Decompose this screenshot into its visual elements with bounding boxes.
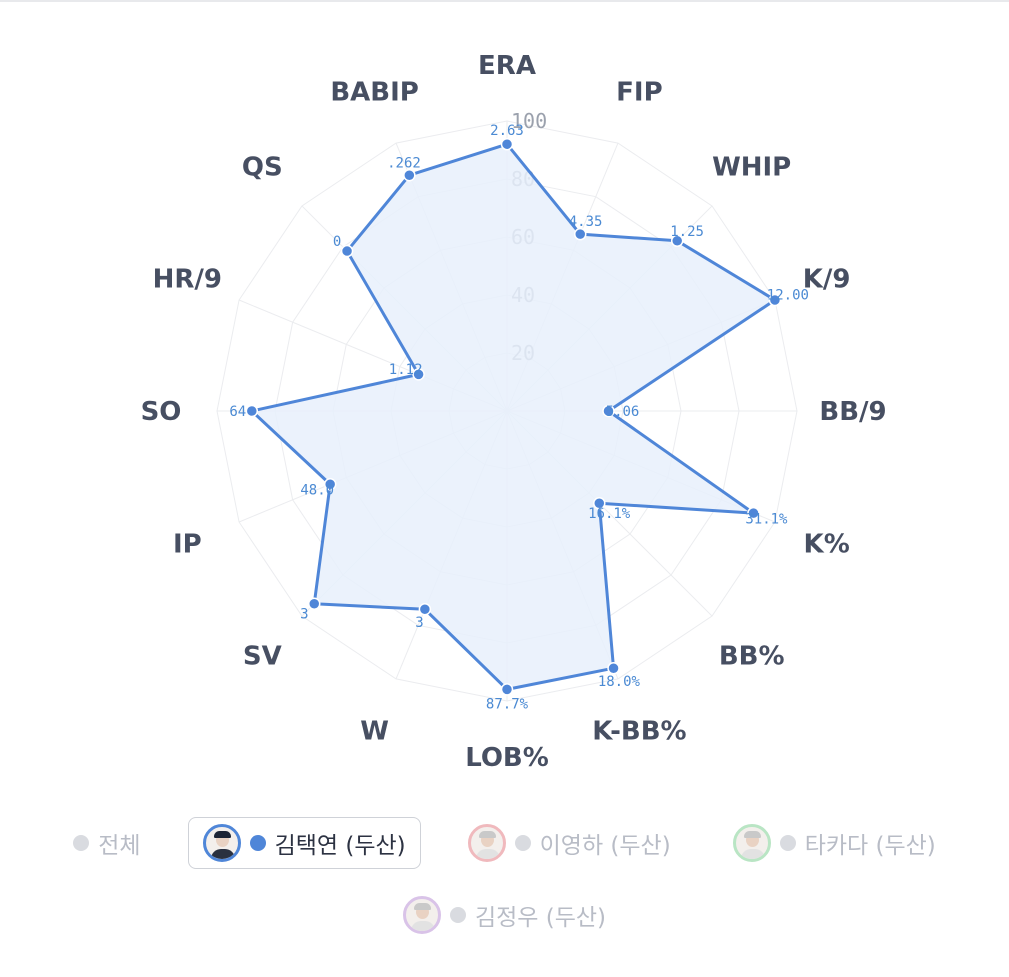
legend-dot	[779, 835, 796, 851]
data-point	[747, 506, 760, 520]
data-point	[670, 234, 684, 248]
data-point	[593, 497, 606, 510]
axis-label: BABIP	[330, 77, 419, 107]
axis-label: K-BB%	[592, 717, 686, 747]
legend-dot	[449, 907, 466, 923]
axis-label: ERA	[478, 51, 536, 81]
data-point	[500, 137, 514, 151]
data-point	[602, 404, 615, 418]
data-point	[340, 244, 354, 258]
data-label: 18.0%	[598, 674, 641, 690]
data-label: 4.35	[569, 214, 603, 230]
axis-label: SO	[141, 397, 182, 427]
axis-label: WHIP	[712, 152, 791, 182]
player-avatar-icon	[467, 824, 506, 862]
axis-label: SV	[243, 642, 282, 672]
legend: 전체 김택연 (두산) 이영하 (두산) 타카다 (두산) 김정우 (두산)	[0, 812, 1009, 946]
player-avatar-icon	[732, 824, 771, 862]
data-label: 0	[333, 234, 341, 250]
data-label: 48.0	[300, 483, 334, 499]
axis-label: IP	[173, 529, 202, 559]
data-label: 3	[415, 615, 423, 631]
legend-dot	[73, 835, 90, 851]
data-point	[500, 683, 514, 696]
top-divider	[0, 0, 1009, 2]
legend-dot	[514, 835, 531, 851]
data-point	[412, 368, 425, 381]
axis-label: FIP	[616, 77, 663, 107]
data-label: 3	[300, 607, 308, 623]
axis-label: BB%	[719, 642, 785, 672]
axis-label: HR/9	[153, 265, 222, 295]
radar-chart: 20406080100ERAFIPWHIPK/9BB/9K%BB%K-BB%LO…	[141, 51, 887, 773]
legend-dot	[249, 835, 266, 851]
axis-label: W	[360, 717, 389, 747]
data-label: 31.1%	[745, 511, 788, 527]
data-label: 5.06	[606, 404, 640, 420]
data-point	[403, 168, 416, 182]
data-label: 87.7%	[486, 696, 529, 712]
data-label: .262	[387, 155, 421, 171]
legend-item-player-1[interactable]: 김택연 (두산)	[187, 817, 421, 869]
player-avatar-icon	[402, 896, 441, 934]
data-label: 2.63	[490, 123, 524, 139]
data-point	[607, 661, 620, 675]
legend-label-player-3: 타카다 (두산)	[804, 833, 936, 859]
data-point	[323, 477, 337, 491]
legend-label-player-2: 이영하 (두산)	[539, 833, 671, 859]
legend-item-all[interactable]: 전체	[58, 817, 155, 869]
legend-label-player-1: 김택연 (두산)	[274, 833, 406, 859]
legend-item-player-4[interactable]: 김정우 (두산)	[388, 889, 621, 941]
axis-label: K%	[804, 529, 850, 559]
data-point	[307, 597, 321, 611]
data-label: 1.25	[670, 224, 704, 240]
data-point	[245, 404, 259, 418]
legend-item-player-3[interactable]: 타카다 (두산)	[718, 817, 951, 869]
legend-label-player-4: 김정우 (두산)	[474, 905, 607, 931]
legend-item-player-2[interactable]: 이영하 (두산)	[453, 817, 686, 869]
player-avatar-icon	[202, 824, 241, 862]
data-point	[768, 293, 782, 307]
data-point	[573, 227, 587, 241]
data-point	[418, 603, 432, 616]
data-label: 16.1%	[588, 506, 631, 522]
tick-label: 100	[511, 109, 547, 133]
axis-label: LOB%	[465, 743, 549, 773]
axis-label: K/9	[803, 265, 851, 295]
data-label: 12.00	[767, 288, 809, 304]
data-label: 1.12	[389, 362, 423, 378]
data-label: 64	[229, 404, 246, 420]
axis-label: QS	[242, 152, 283, 182]
axis-label: BB/9	[819, 397, 886, 427]
legend-label-all: 전체	[98, 833, 141, 859]
